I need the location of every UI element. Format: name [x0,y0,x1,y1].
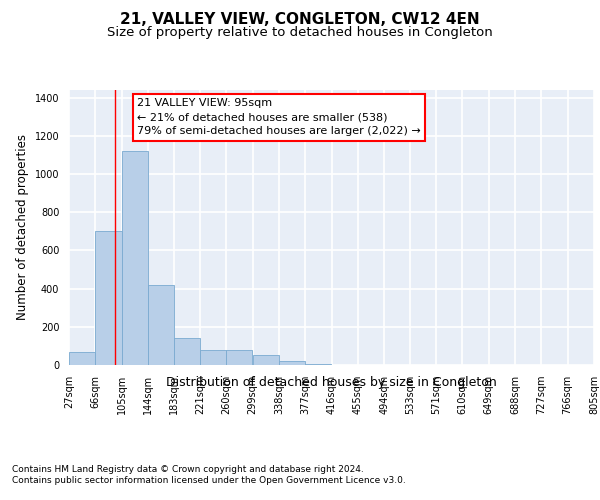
Bar [279,361,305,365]
Bar [305,364,331,365]
Bar [95,232,122,365]
Bar [200,350,226,365]
Bar [69,352,95,365]
Text: 21, VALLEY VIEW, CONGLETON, CW12 4EN: 21, VALLEY VIEW, CONGLETON, CW12 4EN [120,12,480,28]
Bar [175,338,200,365]
Text: Distribution of detached houses by size in Congleton: Distribution of detached houses by size … [166,376,497,389]
Text: 21 VALLEY VIEW: 95sqm
← 21% of detached houses are smaller (538)
79% of semi-det: 21 VALLEY VIEW: 95sqm ← 21% of detached … [137,98,421,136]
Text: Contains HM Land Registry data © Crown copyright and database right 2024.: Contains HM Land Registry data © Crown c… [12,465,364,474]
Bar [226,350,253,365]
Bar [253,356,279,365]
Text: Contains public sector information licensed under the Open Government Licence v3: Contains public sector information licen… [12,476,406,485]
Y-axis label: Number of detached properties: Number of detached properties [16,134,29,320]
Bar [122,151,148,365]
Bar [148,285,174,365]
Text: Size of property relative to detached houses in Congleton: Size of property relative to detached ho… [107,26,493,39]
